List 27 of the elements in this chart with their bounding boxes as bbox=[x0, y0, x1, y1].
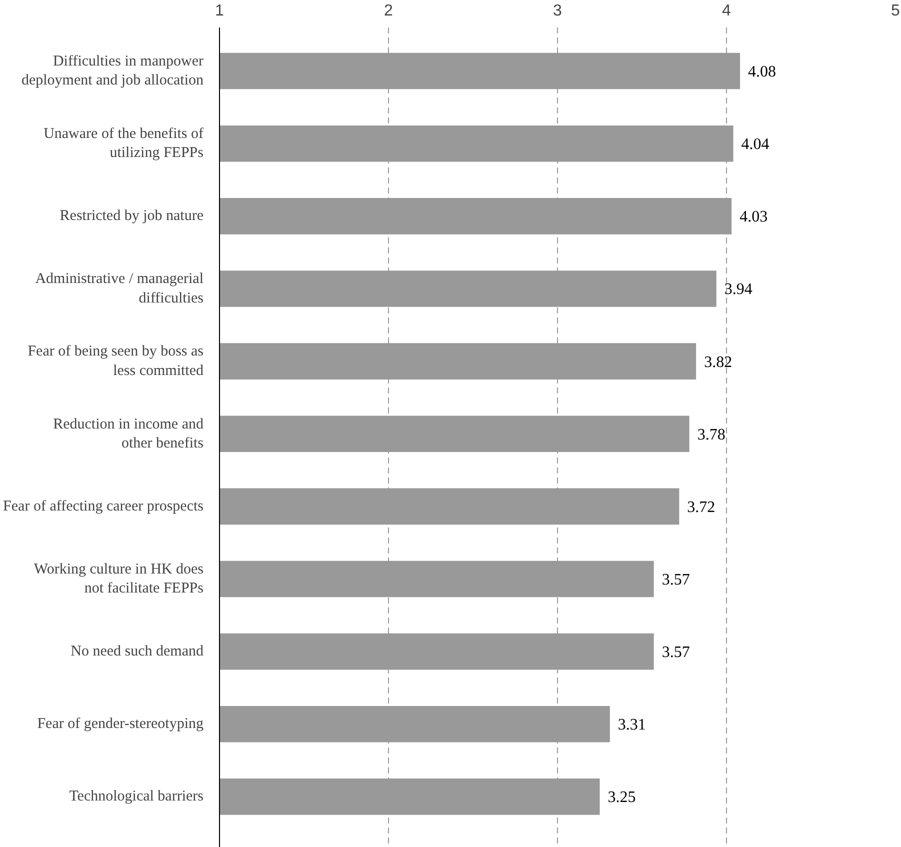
x-tick-label: 3 bbox=[553, 2, 562, 20]
data-label: 3.25 bbox=[608, 789, 636, 806]
data-label: 3.57 bbox=[662, 644, 690, 662]
x-tick-label: 4 bbox=[722, 2, 732, 20]
y-tick-label: Working culture in HK does not facilitate FEPPs bbox=[34, 561, 204, 597]
y-tick-label: Administrative / managerial difficulties bbox=[35, 271, 204, 306]
x-tick-label: 2 bbox=[384, 2, 394, 20]
data-label: 4.04 bbox=[741, 136, 770, 154]
data-label: 3.31 bbox=[618, 716, 646, 734]
y-tick-label: No need such demand bbox=[70, 644, 204, 660]
y-tick-label: Fear of gender-stereotyping bbox=[37, 716, 204, 732]
y-tick-label: Reduction in income and other benefits bbox=[53, 416, 204, 452]
x-tick-label: 1 bbox=[215, 2, 224, 20]
y-tick-label: Fear of being seen by boss as less committed bbox=[28, 344, 204, 379]
data-label: 3.57 bbox=[662, 572, 690, 589]
data-label: 3.94 bbox=[724, 281, 752, 298]
y-tick-label: Unaware of the benefits of utilizing FEPPs bbox=[44, 126, 204, 162]
data-label: 3.72 bbox=[687, 498, 716, 516]
y-tick-label: Restricted by job nature bbox=[60, 208, 204, 224]
x-tick-label: 5 bbox=[891, 2, 900, 20]
data-label: 4.08 bbox=[748, 64, 776, 81]
y-tick-label: Fear of affecting career prospects bbox=[3, 498, 204, 514]
data-label: 3.82 bbox=[704, 354, 732, 371]
data-label: 4.03 bbox=[740, 208, 768, 226]
data-label: 3.78 bbox=[697, 426, 726, 444]
y-tick-label: Technological barriers bbox=[69, 788, 204, 805]
y-tick-label: Difficulties in manpower deployment and job allocation bbox=[21, 53, 204, 89]
